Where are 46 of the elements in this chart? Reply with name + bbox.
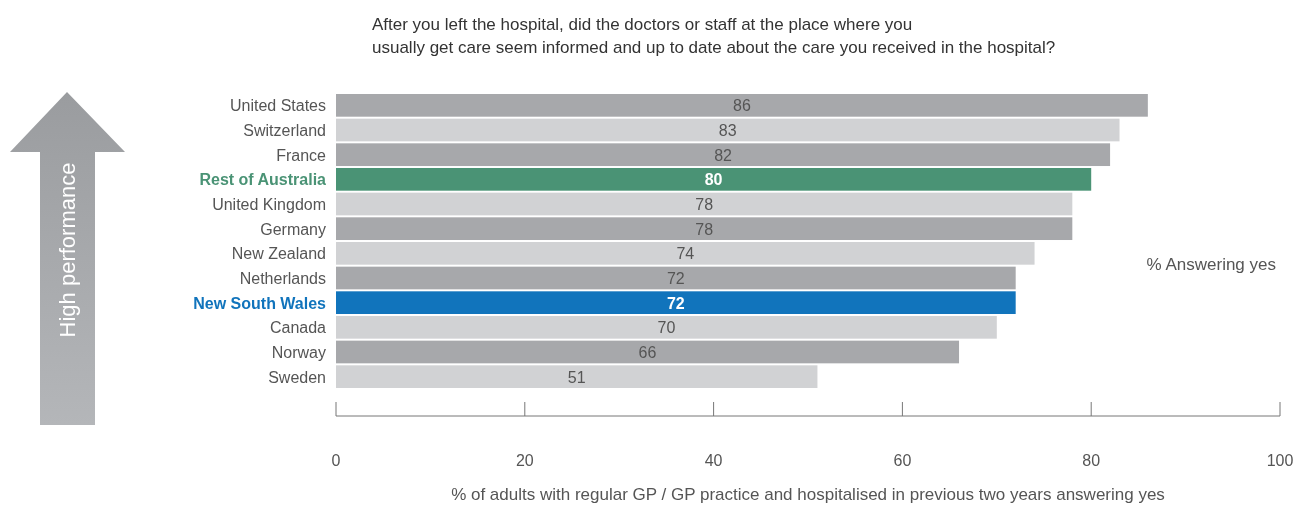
x-axis-title: % of adults with regular GP / GP practice and hospitalised in previous two years answering yes	[451, 485, 1165, 504]
y-tick-label: New Zealand	[231, 245, 326, 263]
data-label: 83	[718, 122, 737, 140]
data-label: 51	[567, 368, 586, 386]
data-label: 72	[666, 270, 685, 287]
x-tick-label: 20	[515, 452, 534, 469]
bar	[336, 143, 1111, 167]
x-tick-label: 40	[704, 452, 723, 469]
x-tick-label: 60	[893, 452, 912, 469]
bar	[336, 291, 1016, 315]
data-label: 72	[666, 294, 685, 312]
y-tick-label: United Kingdom	[212, 196, 326, 213]
data-label: 78	[695, 220, 714, 238]
data-label: 78	[695, 196, 714, 213]
bar	[336, 266, 1016, 290]
x-tick-label: 0	[331, 452, 341, 469]
chart-title: After you left the hospital, did the doctors or staff at the place where you usually get care seem informed and up to date about the care you received in the hospital?	[372, 15, 1056, 57]
bar	[336, 167, 1092, 191]
y-tick-label: Canada	[269, 319, 327, 337]
data-label: 86	[733, 97, 751, 115]
y-tick-label: Sweden	[268, 368, 326, 386]
bar	[336, 315, 997, 339]
y-tick-label: Switzerland	[243, 122, 326, 140]
bar	[336, 94, 1148, 117]
bar	[336, 241, 1035, 265]
y-tick-label: Rest of Australia	[199, 171, 327, 189]
bar	[336, 340, 960, 364]
data-label: 82	[714, 146, 733, 164]
bar	[336, 192, 1073, 216]
x-tick-label: 100	[1266, 452, 1294, 469]
data-label: 66	[638, 343, 657, 361]
y-tick-label: Norway	[271, 343, 326, 361]
y-tick-label: Germany	[260, 220, 326, 238]
data-label: 80	[704, 171, 723, 189]
bar	[336, 217, 1073, 241]
y-tick-label: France	[276, 146, 327, 164]
data-label: 74	[676, 245, 695, 263]
annotation: % Answering yes	[1146, 255, 1276, 274]
bar	[336, 365, 818, 388]
bar	[336, 118, 1120, 142]
text: High performance	[55, 162, 80, 338]
data-label: 70	[657, 319, 676, 337]
y-tick-label: Netherlands	[239, 270, 326, 287]
x-tick-label: 80	[1082, 452, 1101, 469]
y-tick-label: United States	[229, 97, 326, 115]
y-tick-label: New South Wales	[193, 294, 327, 312]
